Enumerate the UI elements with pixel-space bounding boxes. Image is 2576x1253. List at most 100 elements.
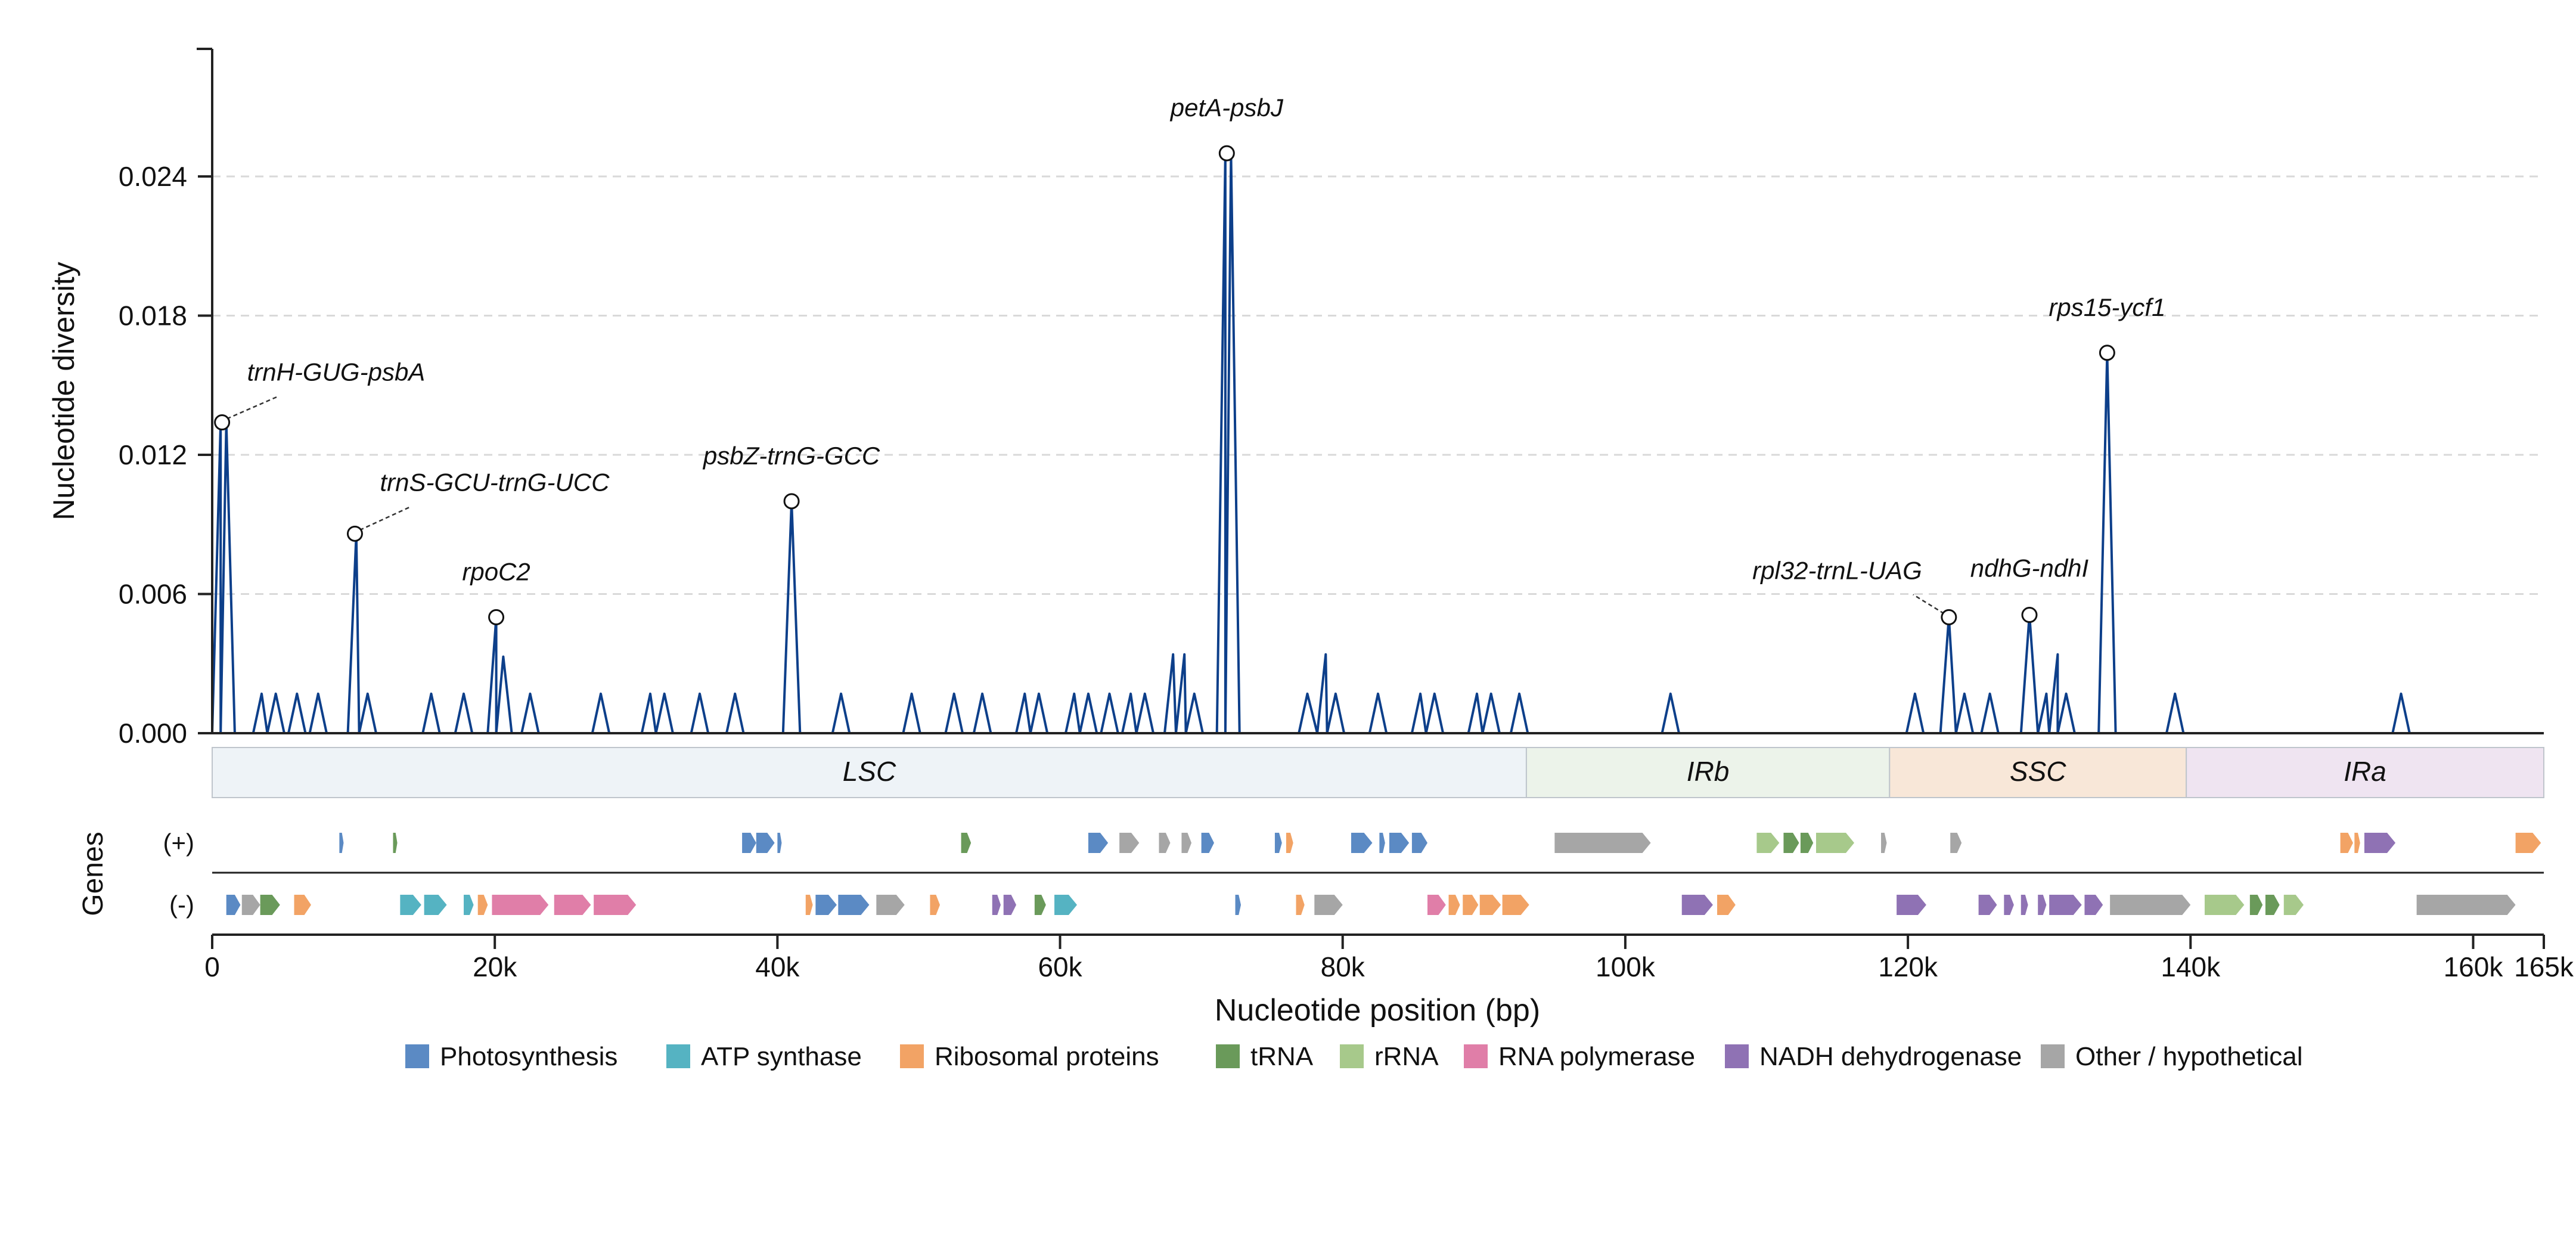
gene-minus-strand <box>477 895 488 915</box>
gene-minus-strand <box>805 895 813 915</box>
annotation-label: trnH-GUG-psbA <box>247 358 426 386</box>
gene-minus-strand <box>2416 895 2516 915</box>
gene-plus-strand <box>339 833 344 853</box>
x-tick-label: 140k <box>2161 951 2221 982</box>
gene-plus-strand <box>1181 833 1192 853</box>
legend-swatch-ndh <box>1725 1044 1749 1068</box>
gene-plus-strand <box>1950 833 1962 853</box>
x-tick-label: 120k <box>1878 951 1938 982</box>
gene-minus-strand <box>464 895 474 915</box>
gene-plus-strand <box>1159 833 1171 853</box>
gene-minus-strand <box>1681 895 1713 915</box>
gene-plus-strand <box>1286 833 1293 853</box>
x-tick-label: 20k <box>473 951 517 982</box>
gene-minus-strand <box>1235 895 1242 915</box>
legend-label-trna: tRNA <box>1250 1042 1314 1071</box>
gene-minus-strand <box>2038 895 2047 915</box>
annotation-label: petA-psbJ <box>1169 94 1284 122</box>
annotation-label: rpl32-trnL-UAG <box>1752 556 1922 584</box>
peak-marker <box>2099 345 2115 361</box>
gene-plus-strand <box>1783 833 1799 853</box>
gene-minus-strand <box>930 895 941 915</box>
gene-plus-strand <box>1088 833 1109 853</box>
gene-minus-strand <box>1296 895 1305 915</box>
grid-lines <box>212 175 2544 596</box>
gene-minus-strand <box>2265 895 2280 915</box>
gene-minus-strand <box>815 895 837 915</box>
gene-plus-strand <box>1756 833 1780 853</box>
gene-minus-strand <box>1314 895 1343 915</box>
gene-minus-strand <box>226 895 241 915</box>
annotation-leader <box>226 395 280 420</box>
gene-plus-strand <box>1201 833 1214 853</box>
y-tick-label: 0.018 <box>119 300 187 331</box>
legend-swatch-ribo <box>900 1044 924 1068</box>
plus-strand-label: (+) <box>163 829 195 857</box>
gene-minus-strand <box>2049 895 2082 915</box>
legend-swatch-rrna <box>1340 1044 1364 1068</box>
gene-minus-strand <box>1054 895 1077 915</box>
gene-minus-strand <box>838 895 870 915</box>
gene-plus-strand <box>1274 833 1282 853</box>
legend: Photosynthesis ATP synthase Ribosomal prot… <box>405 1042 2303 1071</box>
gene-plus-strand <box>1119 833 1140 853</box>
gene-minus-strand <box>554 895 591 915</box>
x-tick-label: 40k <box>755 951 800 982</box>
diversity-line <box>211 152 2544 734</box>
legend-swatch-other <box>2041 1044 2065 1068</box>
minus-strand-label: (-) <box>169 891 194 919</box>
gene-minus-strand <box>241 895 260 915</box>
gene-minus-strand <box>1479 895 1501 915</box>
legend-label-ribo: Ribosomal proteins <box>935 1042 1159 1071</box>
region-label-ssc: SSC <box>2010 756 2066 787</box>
gene-plus-strand <box>2340 833 2353 853</box>
region-lsc <box>212 747 1527 798</box>
gene-plus-strand <box>1389 833 1410 853</box>
region-label-ira: IRa <box>2344 756 2386 787</box>
genes-axis-label: Genes <box>77 832 109 916</box>
gene-minus-strand <box>594 895 637 915</box>
region-ira <box>2186 747 2544 798</box>
x-tick-label: 0 <box>204 951 220 982</box>
gene-plus-strand <box>756 833 775 853</box>
gene-minus-strand <box>1463 895 1479 915</box>
gene-plus-strand <box>1815 833 1854 853</box>
x-ticks: 0 20k 40k 60k 80k 100k 120k 140k 160k 165k <box>204 935 2574 982</box>
legend-label-rnap: RNA polymerase <box>1498 1042 1695 1071</box>
gene-plus-strand <box>393 833 398 853</box>
region-irb <box>1525 747 1891 798</box>
gene-plus-strand <box>1351 833 1373 853</box>
peak-marker <box>783 493 800 510</box>
gene-minus-strand <box>2084 895 2103 915</box>
annotation-label: ndhG-ndhI <box>1970 554 2089 582</box>
gene-minus-strand <box>2021 895 2028 915</box>
y-tick-label: 0.012 <box>119 439 187 470</box>
gene-minus-strand <box>2204 895 2245 915</box>
gene-minus-strand <box>2004 895 2014 915</box>
gene-minus-strand <box>992 895 1001 915</box>
axes <box>197 48 2544 936</box>
y-tick-label: 0.000 <box>119 718 187 749</box>
gene-minus-strand <box>1003 895 1017 915</box>
gene-plus-strand <box>1554 833 1651 853</box>
legend-label-rrna: rRNA <box>1374 1042 1439 1071</box>
annotation-label: psbZ-trnG-GCC <box>702 442 880 470</box>
gene-plus-strand <box>2354 833 2360 853</box>
gene-minus-strand <box>400 895 421 915</box>
peak-marker <box>214 414 231 431</box>
gene-plus-strand <box>1800 833 1814 853</box>
x-tick-label: 60k <box>1038 951 1082 982</box>
legend-swatch-trna <box>1216 1044 1240 1068</box>
annotation-label: rpoC2 <box>462 557 530 585</box>
x-axis-label: Nucleotide position (bp) <box>1215 993 1540 1028</box>
peak-marker <box>1218 145 1235 162</box>
gene-tracks <box>226 833 2541 915</box>
x-tick-label: 80k <box>1321 951 1365 982</box>
annotation-leader <box>359 505 412 531</box>
gene-plus-strand <box>1881 833 1887 853</box>
y-axis-label: Nucleotide diversity <box>47 262 80 520</box>
gene-plus-strand <box>1379 833 1385 853</box>
gene-minus-strand <box>2110 895 2191 915</box>
x-tick-label: 160k <box>2444 951 2504 982</box>
